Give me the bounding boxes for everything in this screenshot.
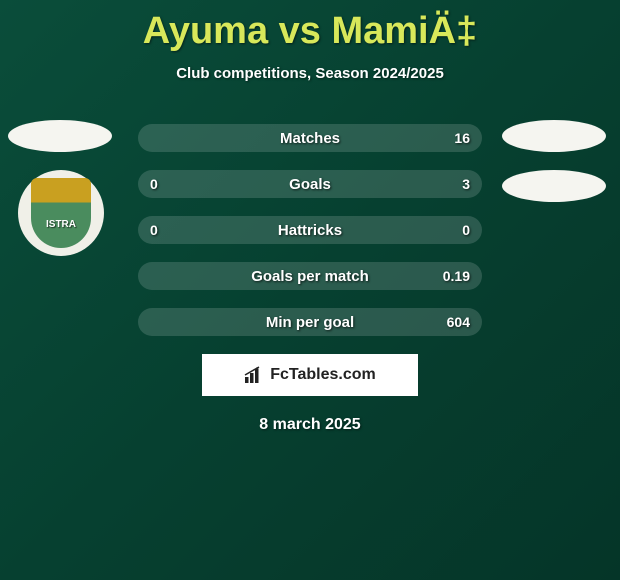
stat-right-value: 0.19 — [443, 268, 470, 284]
stat-right-value: 604 — [447, 314, 470, 330]
stat-row-hattricks: 0 Hattricks 0 — [138, 216, 482, 244]
club-crest-icon: ISTRA — [31, 178, 91, 248]
stats-area: Matches 16 0 Goals 3 0 Hattricks 0 Goals… — [138, 124, 482, 434]
stat-right-value: 16 — [454, 130, 470, 146]
stat-row-goals: 0 Goals 3 — [138, 170, 482, 198]
stat-row-matches: Matches 16 — [138, 124, 482, 152]
stat-left-value: 0 — [150, 176, 158, 192]
subtitle: Club competitions, Season 2024/2025 — [0, 65, 620, 82]
stat-right-value: 3 — [462, 176, 470, 192]
player-left-placeholder — [8, 120, 112, 152]
logo-text: FcTables.com — [270, 366, 376, 384]
stat-left-value: 0 — [150, 222, 158, 238]
stat-label: Matches — [138, 130, 482, 147]
stat-label: Min per goal — [138, 314, 482, 331]
page-title: Ayuma vs MamiÄ‡ — [0, 0, 620, 53]
right-badge-column — [502, 120, 612, 220]
bar-chart-icon — [244, 366, 264, 384]
site-logo[interactable]: FcTables.com — [202, 354, 418, 396]
stat-row-min-per-goal: Min per goal 604 — [138, 308, 482, 336]
player-right-placeholder-2 — [502, 170, 606, 202]
stat-right-value: 0 — [462, 222, 470, 238]
stat-row-goals-per-match: Goals per match 0.19 — [138, 262, 482, 290]
left-badge-column: ISTRA — [8, 120, 118, 256]
date-label: 8 march 2025 — [138, 416, 482, 434]
club-crest-label: ISTRA — [46, 219, 76, 230]
stat-label: Goals per match — [138, 268, 482, 285]
stat-label: Hattricks — [138, 222, 482, 239]
club-badge-left: ISTRA — [18, 170, 104, 256]
player-right-placeholder-1 — [502, 120, 606, 152]
stat-label: Goals — [138, 176, 482, 193]
